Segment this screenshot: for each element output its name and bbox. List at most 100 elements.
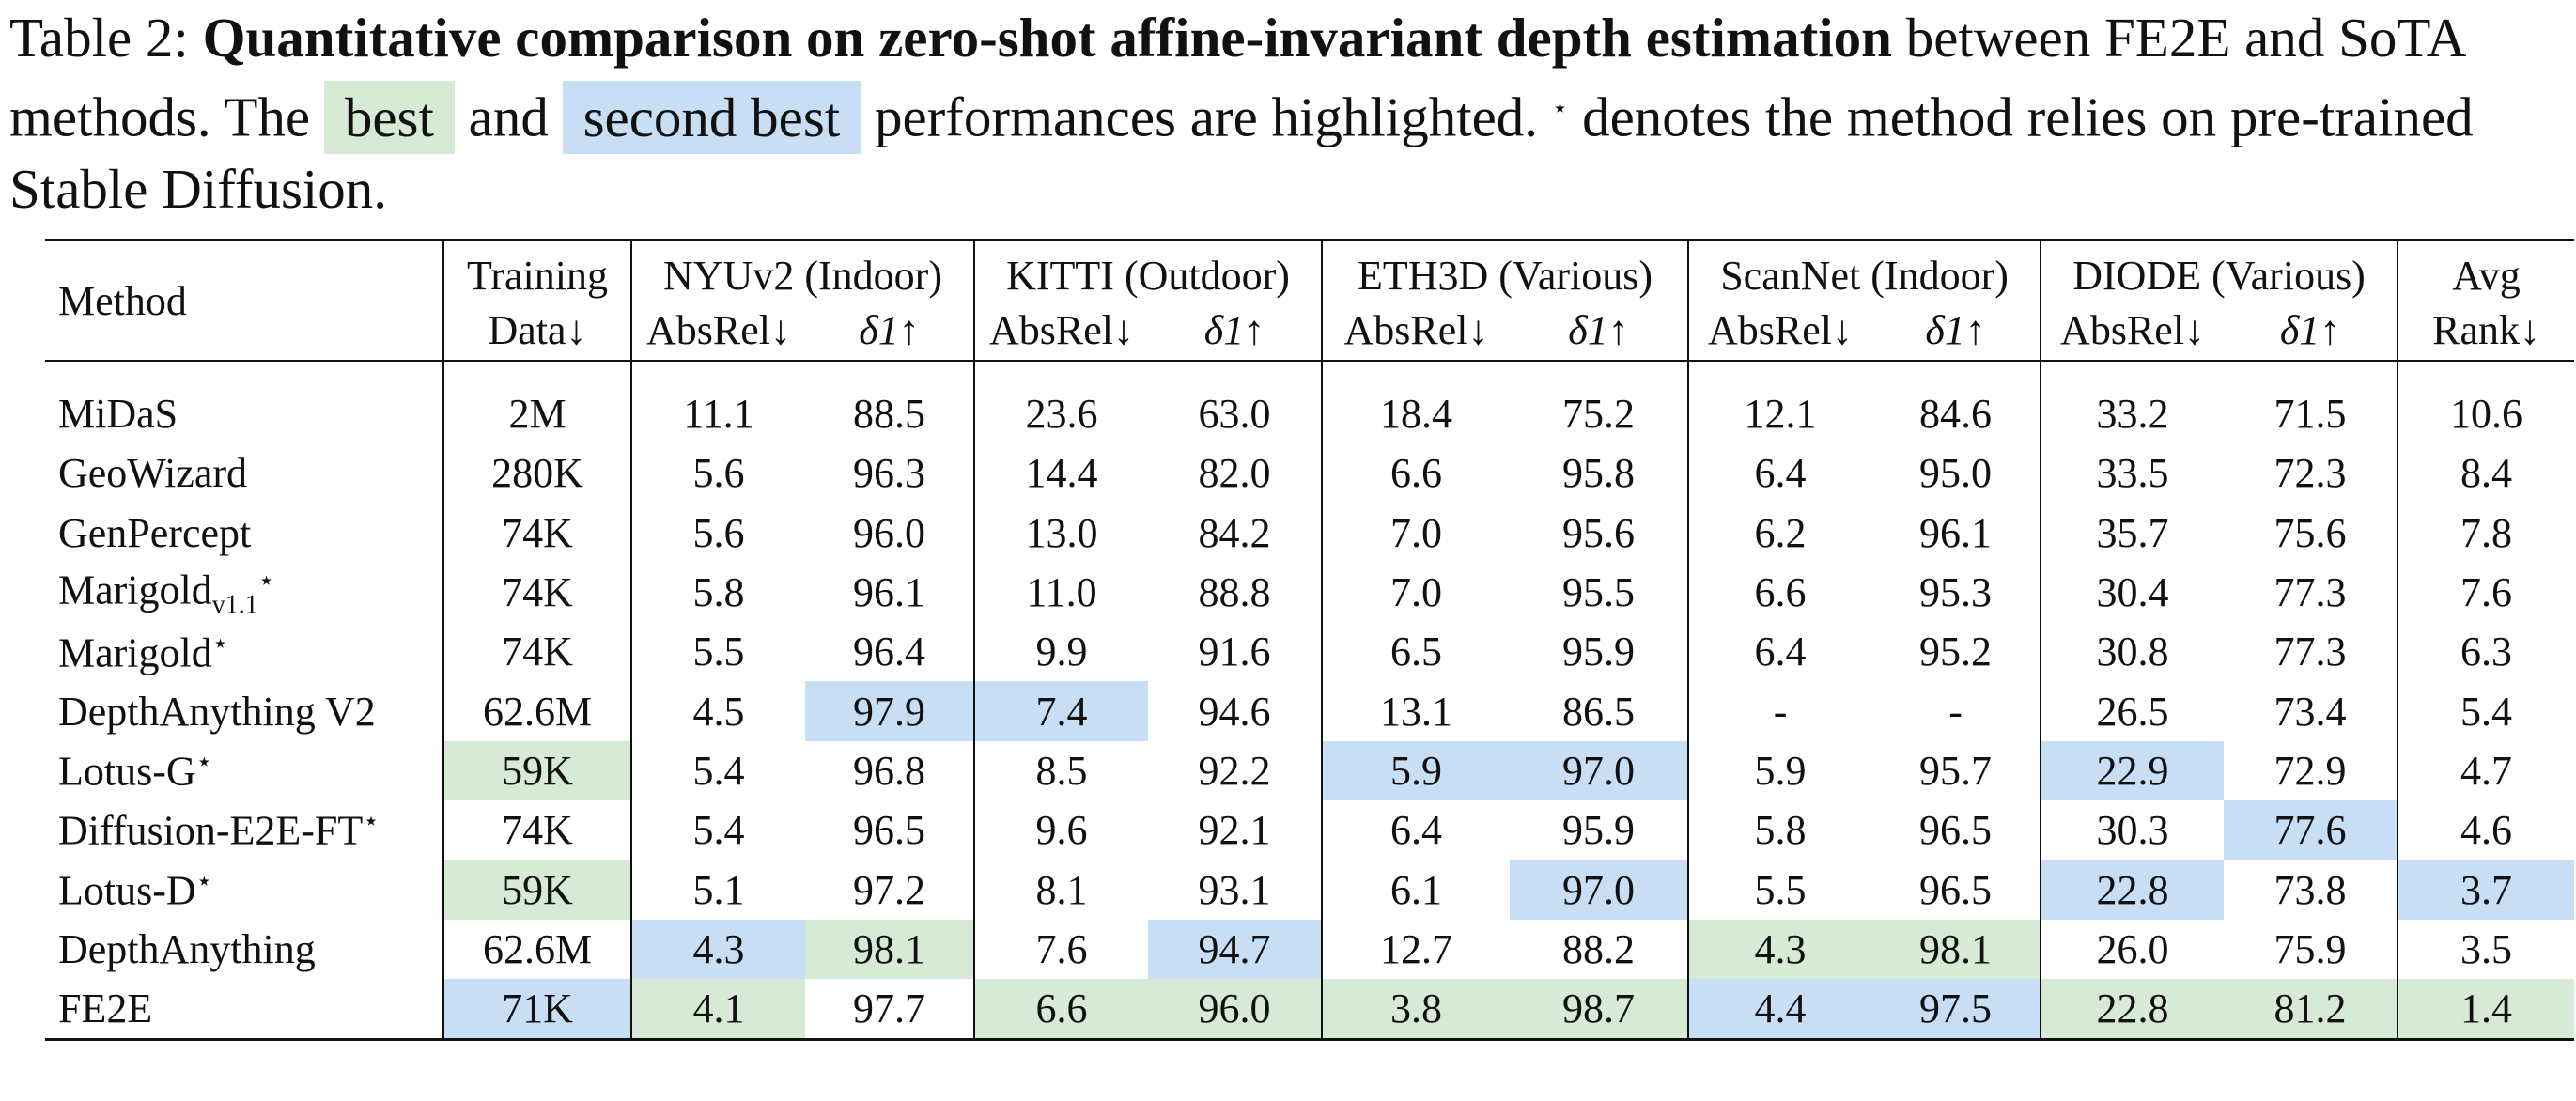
absrel-cell: 33.2 — [2040, 384, 2225, 444]
header-delta: δ1↑ — [859, 306, 920, 353]
method-name: FE2E — [58, 985, 153, 1032]
absrel-cell: 22.8 — [2040, 860, 2225, 920]
stable-diffusion-star: ⋆ — [257, 566, 275, 596]
delta1-cell: 77.3 — [2273, 569, 2347, 616]
absrel-cell: 11.0 — [973, 562, 1148, 623]
absrel-cell: 6.6 — [1321, 443, 1511, 504]
absrel-cell: 5.5 — [1687, 860, 1872, 920]
absrel-cell: 5.6 — [630, 443, 805, 504]
header-training: Training — [442, 240, 631, 300]
delta1-cell: 97.0 — [1510, 740, 1689, 801]
absrel-cell: 6.4 — [1687, 443, 1872, 504]
delta1-cell: 92.2 — [1198, 747, 1271, 794]
absrel-cell: - — [1687, 681, 1872, 741]
stable-diffusion-star: ⋆ — [195, 748, 213, 778]
delta1-cell: 94.7 — [1148, 919, 1323, 979]
absrel-cell: 7.0 — [1321, 503, 1511, 563]
absrel-cell: 7.6 — [973, 919, 1148, 979]
absrel-cell: 3.8 — [1321, 978, 1511, 1042]
header-dataset-nyuv2: NYUv2 (Indoor) — [630, 240, 974, 300]
header-absrel: AbsRel↓ — [2040, 300, 2225, 361]
delta1-cell: 63.0 — [1198, 391, 1271, 438]
delta1-cell: 96.1 — [853, 569, 925, 616]
delta1-cell: 88.2 — [1562, 925, 1636, 972]
caption-text-2: performances are highlighted. — [861, 85, 1552, 148]
delta1-cell: 96.8 — [853, 747, 925, 794]
delta1-cell: 75.2 — [1562, 391, 1636, 438]
table-row: Marigold⋆ 74K 5.5 96.4 9.9 91.6 6.5 95.9 6.4 95.2… — [45, 622, 2575, 682]
absrel-cell: 6.4 — [1321, 800, 1511, 861]
caption-best-highlight: best — [323, 80, 455, 154]
absrel-cell: 8.5 — [973, 740, 1148, 801]
delta1-cell: 97.0 — [1510, 860, 1689, 920]
training-data-cell: 74K — [442, 800, 631, 861]
caption-text-1: between FE2E and SoTA methods. The — [9, 7, 2464, 148]
delta1-cell: 84.6 — [1919, 391, 1993, 438]
delta1-cell: 81.2 — [2224, 978, 2398, 1042]
training-data-cell: 62.6M — [442, 919, 631, 979]
method-cell: GenPercept — [45, 504, 443, 563]
absrel-cell: 5.9 — [1321, 740, 1511, 801]
method-name: DepthAnything — [58, 925, 316, 972]
delta1-cell: 97.2 — [853, 866, 925, 913]
results-table: Method Training NYUv2 (Indoor) KITTI (Ou… — [45, 239, 2575, 1042]
delta1-cell: 97.9 — [805, 681, 974, 741]
delta1-cell: 73.8 — [2273, 866, 2347, 913]
header-absrel: AbsRel↓ — [1687, 300, 1872, 361]
absrel-cell: 14.4 — [973, 443, 1148, 504]
header-absrel: AbsRel↓ — [973, 300, 1148, 361]
delta1-cell: 96.0 — [1148, 978, 1323, 1042]
method-name: Marigold — [58, 566, 212, 613]
delta1-cell: 75.6 — [2273, 509, 2347, 556]
header-rank: Rank↓ — [2397, 300, 2575, 361]
delta1-cell: 75.9 — [2273, 925, 2347, 972]
absrel-cell: 35.7 — [2040, 503, 2225, 563]
delta1-cell: 77.6 — [2224, 800, 2398, 861]
method-cell: Marigold⋆ — [45, 622, 443, 681]
header-delta: δ1↑ — [1925, 306, 1986, 353]
method-name: GenPercept — [58, 509, 252, 556]
header-method: Method — [58, 277, 187, 324]
delta1-cell: 95.9 — [1562, 628, 1636, 675]
absrel-cell: 6.6 — [1687, 562, 1872, 623]
header-delta: δ1↑ — [1568, 306, 1629, 353]
delta1-cell: 86.5 — [1562, 688, 1636, 735]
method-name: Lotus-G — [58, 748, 196, 795]
caption-second-best-highlight: second best — [562, 80, 861, 154]
delta1-cell: 96.0 — [853, 509, 925, 556]
absrel-cell: 6.4 — [1687, 622, 1872, 682]
method-version: v1.1 — [211, 590, 258, 620]
avg-rank-cell: 4.6 — [2397, 800, 2575, 861]
absrel-cell: 5.8 — [630, 562, 805, 623]
absrel-cell: 23.6 — [973, 384, 1148, 444]
avg-rank-cell: 8.4 — [2397, 443, 2575, 504]
table-row: Lotus-D⋆ 59K 5.1 97.2 8.1 93.1 6.1 97.0 5.5 96.5 2… — [45, 860, 2575, 920]
absrel-cell: 7.4 — [973, 681, 1148, 741]
header-dataset-diode: DIODE (Various) — [2040, 240, 2398, 300]
absrel-cell: 5.9 — [1687, 740, 1872, 801]
caption-and: and — [454, 85, 563, 148]
absrel-cell: 26.0 — [2040, 919, 2225, 979]
table-row: Lotus-G⋆ 59K 5.4 96.8 8.5 92.2 5.9 97.0 5.9 95.7 2… — [45, 740, 2575, 801]
delta1-cell: 93.1 — [1198, 866, 1271, 913]
method-name: GeoWizard — [58, 450, 248, 497]
delta1-cell: 98.1 — [805, 919, 974, 979]
delta1-cell: 84.2 — [1198, 509, 1271, 556]
method-cell: Lotus-D⋆ — [45, 860, 443, 919]
absrel-cell: 6.2 — [1687, 503, 1872, 563]
absrel-cell: 5.8 — [1687, 800, 1872, 861]
absrel-cell: 18.4 — [1321, 384, 1511, 444]
delta1-cell: 95.0 — [1919, 450, 1993, 497]
training-data-cell: 74K — [442, 622, 631, 682]
method-cell: Marigoldv1.1⋆ — [45, 563, 443, 622]
delta1-cell: 88.8 — [1198, 569, 1271, 616]
avg-rank-cell: 6.3 — [2397, 622, 2575, 682]
delta1-cell: 96.1 — [1919, 509, 1993, 556]
table-row: DepthAnything V2 62.6M 4.5 97.9 7.4 94.6 13.1 8… — [45, 681, 2575, 741]
stable-diffusion-star: ⋆ — [363, 807, 380, 837]
absrel-cell: 4.5 — [630, 681, 805, 741]
stable-diffusion-star: ⋆ — [195, 866, 213, 896]
delta1-cell: 88.5 — [853, 391, 925, 438]
method-cell: DepthAnything V2 — [45, 681, 443, 740]
header-row-top: Method Training NYUv2 (Indoor) KITTI (Ou… — [45, 240, 2575, 324]
